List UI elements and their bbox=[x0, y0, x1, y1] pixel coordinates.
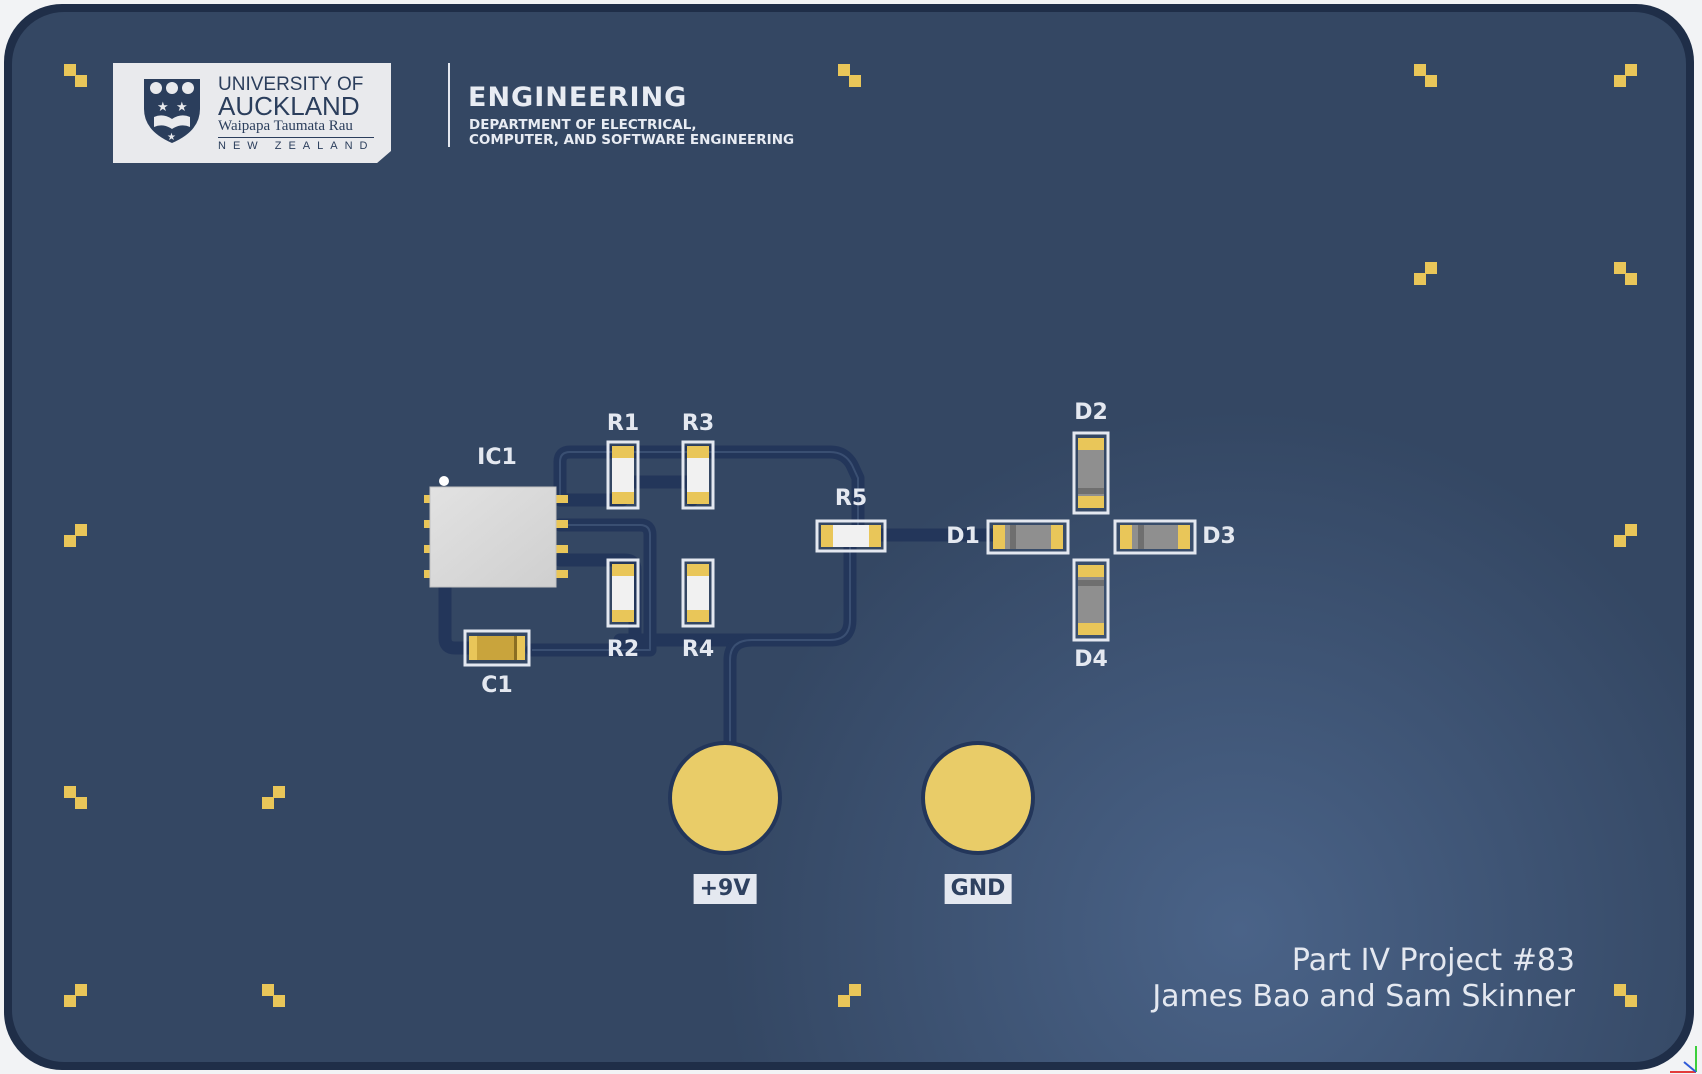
svg-text:★: ★ bbox=[176, 100, 188, 115]
ic1-chip[interactable] bbox=[424, 476, 568, 588]
diode-d2[interactable] bbox=[1072, 431, 1110, 515]
resistor-r2[interactable] bbox=[606, 558, 640, 628]
diode-d1[interactable] bbox=[986, 519, 1070, 555]
resistor-r3[interactable] bbox=[681, 440, 715, 510]
label-r3: R3 bbox=[681, 411, 715, 436]
logo-line-university: UNIVERSITY OF bbox=[218, 74, 364, 95]
label-d2: D2 bbox=[1074, 400, 1108, 425]
resistor-r4[interactable] bbox=[681, 558, 715, 628]
logo-line-new-zealand: NEW ZEALAND bbox=[218, 137, 375, 152]
3d-axis-icon[interactable] bbox=[1660, 1040, 1700, 1074]
label-r5: R5 bbox=[834, 486, 868, 511]
department-subtitle-1: DEPARTMENT OF ELECTRICAL, bbox=[469, 117, 697, 133]
label-ic1: IC1 bbox=[477, 445, 517, 470]
logo-line-maori: Waipapa Taumata Rau bbox=[218, 118, 353, 134]
university-logo: ★ ★ ★ UNIVERSITY OF AUCKLAND Waipapa Tau… bbox=[113, 63, 391, 163]
logo-line-auckland: AUCKLAND bbox=[218, 91, 360, 121]
resistor-r1[interactable] bbox=[606, 440, 640, 510]
department-subtitle-2: COMPUTER, AND SOFTWARE ENGINEERING bbox=[469, 132, 795, 148]
pad-label-positive: +9V bbox=[693, 874, 757, 904]
pad-label-ground: GND bbox=[944, 874, 1012, 904]
project-authors: James Bao and Sam Skinner bbox=[1152, 979, 1575, 1014]
label-r4: R4 bbox=[681, 637, 715, 662]
label-d3: D3 bbox=[1202, 524, 1236, 549]
capacitor-c1[interactable] bbox=[463, 629, 531, 667]
resistor-r5[interactable] bbox=[815, 519, 887, 553]
pad-ground[interactable] bbox=[921, 741, 1035, 855]
svg-text:★: ★ bbox=[157, 100, 169, 115]
label-r1: R1 bbox=[606, 411, 640, 436]
department-title: ENGINEERING bbox=[468, 82, 688, 113]
label-c1: C1 bbox=[481, 673, 513, 698]
label-r2: R2 bbox=[606, 637, 640, 662]
fiducial-markers bbox=[64, 64, 1637, 1007]
diode-d3[interactable] bbox=[1113, 519, 1197, 555]
header-divider bbox=[448, 63, 450, 147]
pad-positive[interactable] bbox=[668, 741, 782, 855]
project-title: Part IV Project #83 bbox=[1291, 943, 1575, 978]
label-d1: D1 bbox=[946, 524, 980, 549]
svg-text:★: ★ bbox=[167, 132, 176, 143]
label-d4: D4 bbox=[1074, 647, 1108, 672]
university-crest-icon: ★ ★ ★ bbox=[144, 79, 200, 143]
diode-d4[interactable] bbox=[1072, 558, 1110, 642]
